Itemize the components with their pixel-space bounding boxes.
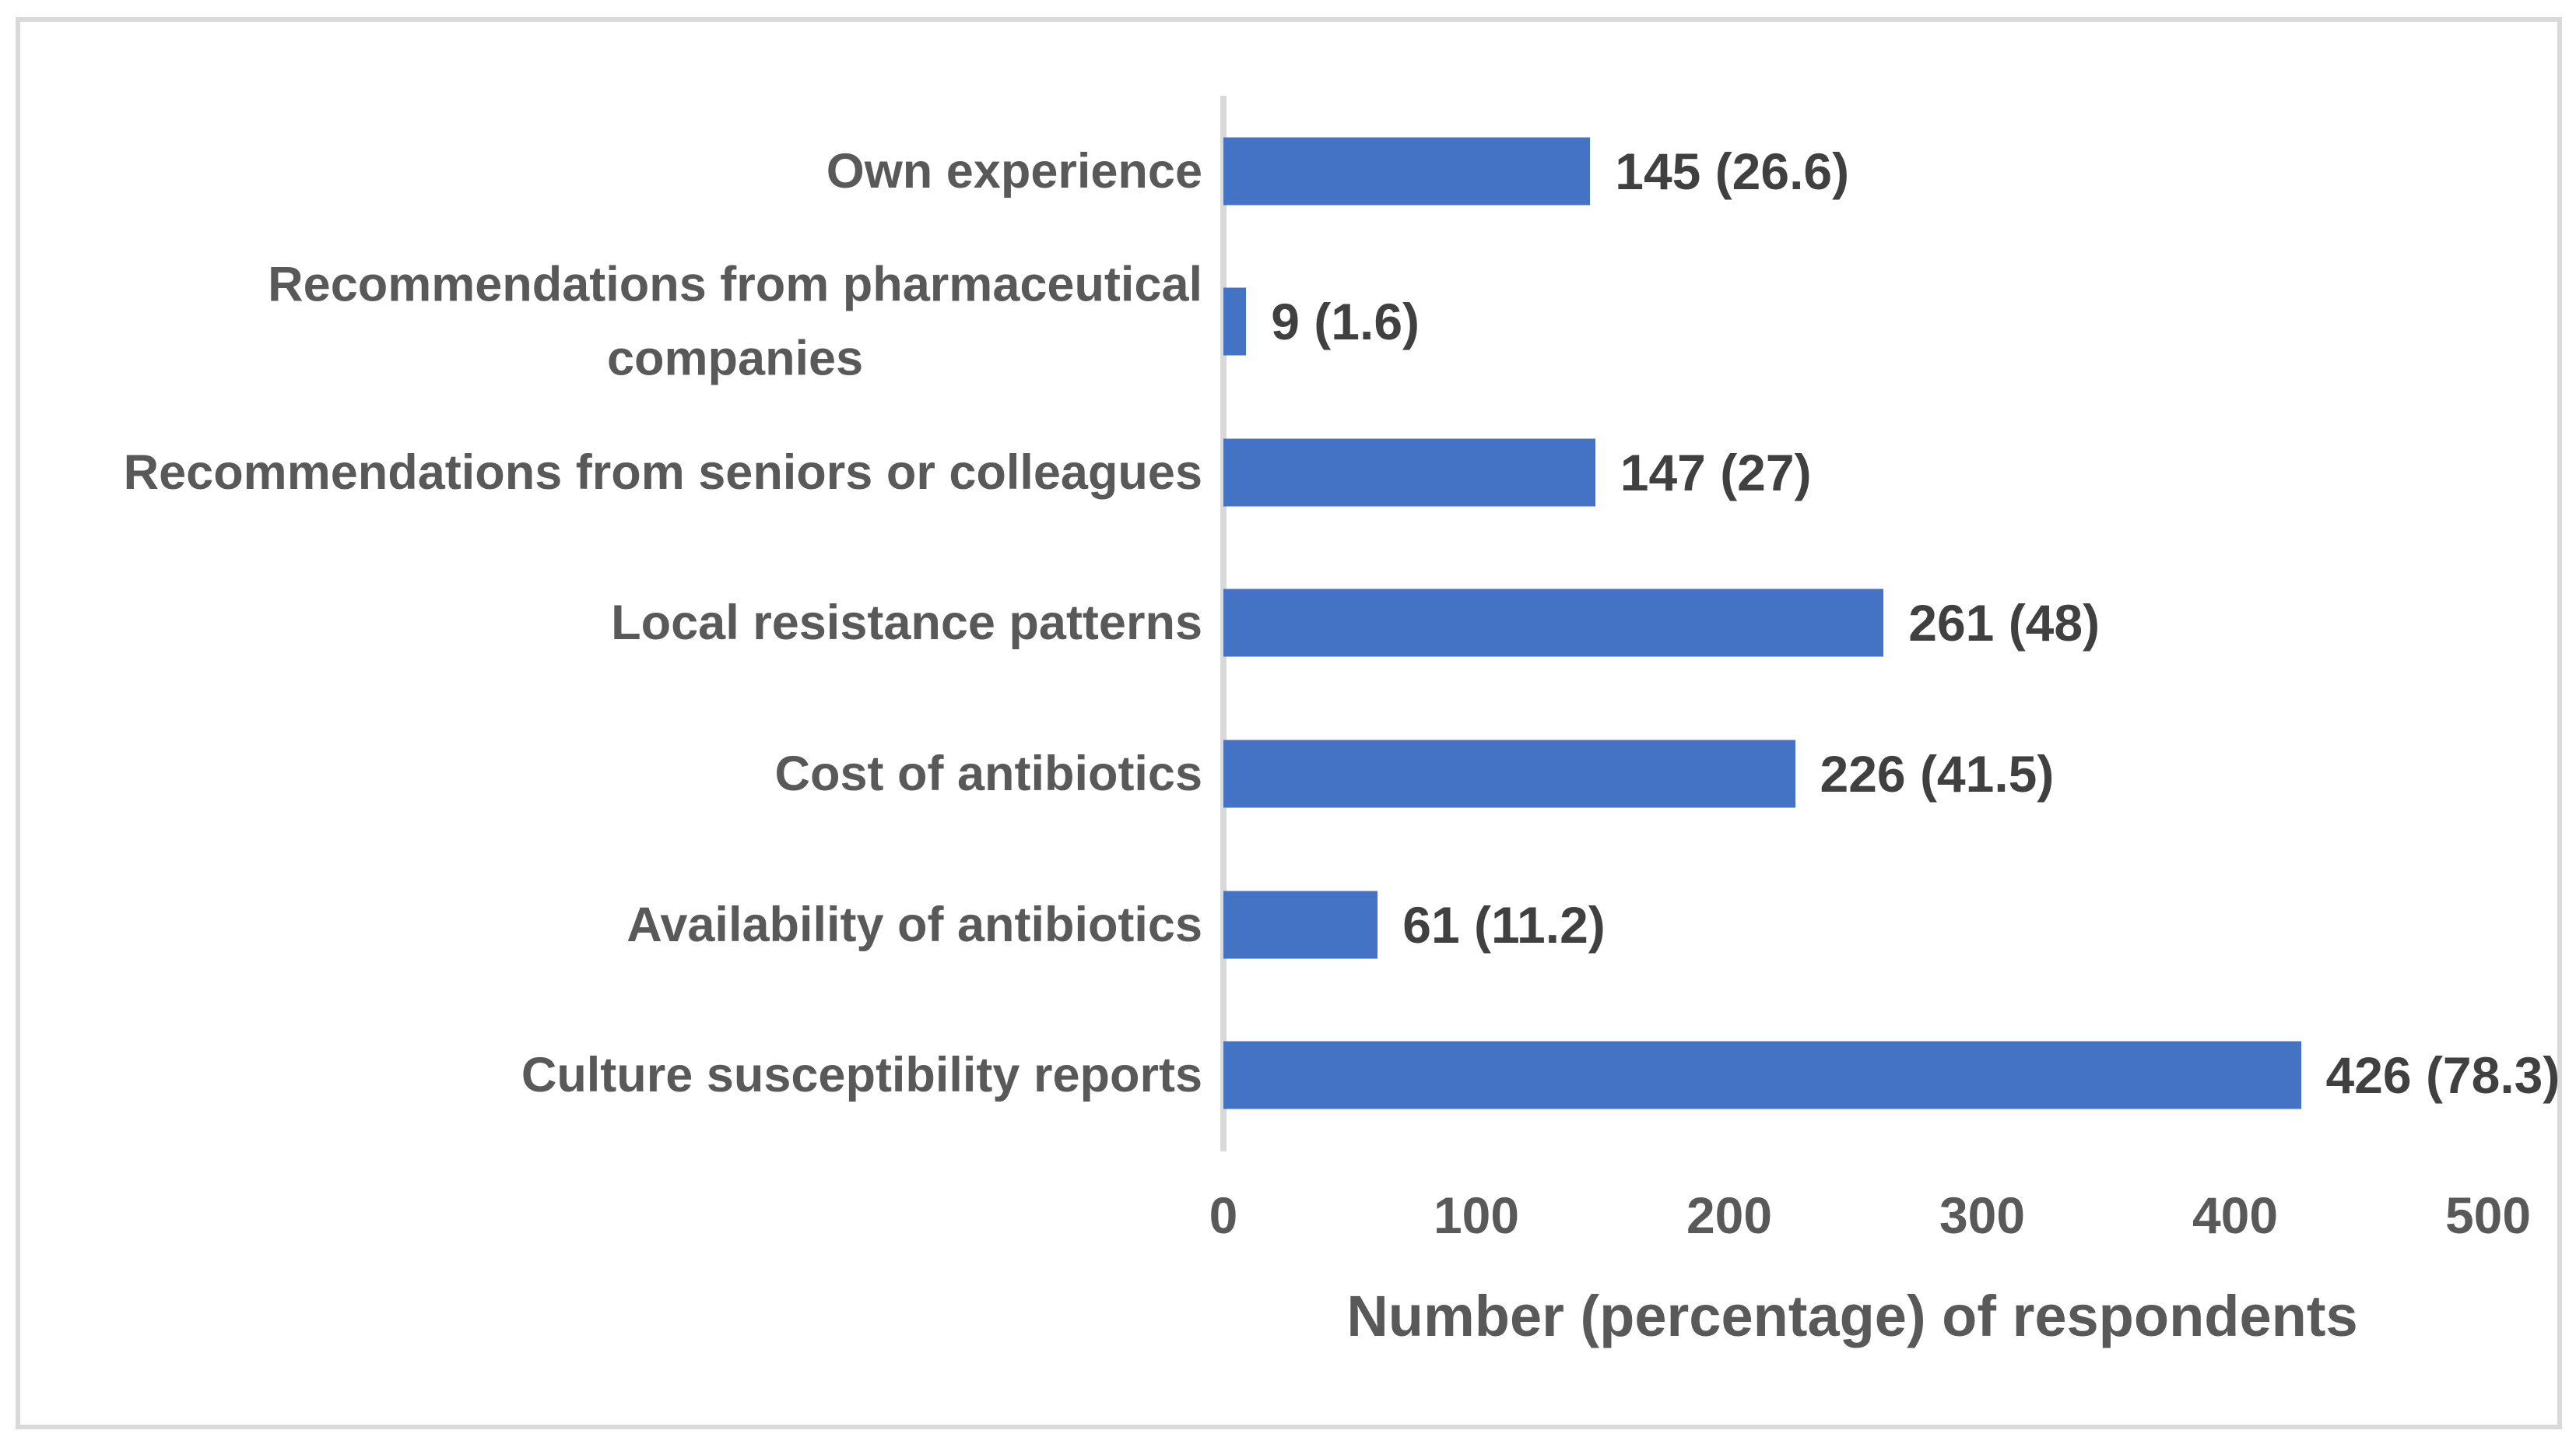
value-label: 61 (11.2) [1402, 895, 1606, 954]
x-tick-label: 0 [1209, 1186, 1238, 1244]
x-tick-label: 100 [1433, 1186, 1520, 1244]
category-label: Recommendations from seniors or colleagu… [123, 445, 1202, 500]
value-label: 261 (48) [1908, 594, 2100, 652]
chart-border [16, 17, 2562, 1429]
bar [1223, 589, 1884, 657]
x-axis-title: Number (percentage) of respondents [1346, 1284, 2358, 1348]
bar-row: Local resistance patterns 261 (48) [0, 548, 2576, 699]
value-label: 147 (27) [1620, 443, 1812, 501]
category-label: Recommendations from pharmaceutical comp… [268, 257, 1202, 386]
x-tick-label: 500 [2444, 1186, 2532, 1244]
bar-row: Own experience 145 (26.6) [0, 96, 2576, 247]
value-label: 145 (26.6) [1615, 142, 1850, 200]
bar-row: Recommendations from seniors or colleagu… [0, 397, 2576, 548]
x-axis-ticks: 0 100 200 300 400 500 [0, 1186, 2576, 1263]
bar [1223, 287, 1247, 356]
bar [1223, 1041, 2301, 1109]
value-label: 426 (78.3) [2325, 1046, 2560, 1105]
category-label: Culture susceptibility reports [521, 1047, 1202, 1102]
value-label: 9 (1.6) [1271, 293, 1420, 351]
category-label: Availability of antibiotics [626, 897, 1202, 952]
bar-row: Cost of antibiotics 226 (41.5) [0, 698, 2576, 849]
bar [1223, 438, 1595, 507]
x-tick-label: 200 [1686, 1186, 1773, 1244]
bar [1223, 137, 1591, 206]
bar-row: Availability of antibiotics 61 (11.2) [0, 849, 2576, 1000]
x-tick-label: 300 [1939, 1186, 2026, 1244]
bar-row: Recommendations from pharmaceutical comp… [0, 247, 2576, 398]
bar [1223, 740, 1795, 808]
category-label: Own experience [826, 143, 1202, 199]
x-tick-label: 400 [2192, 1186, 2279, 1244]
bar-row: Culture susceptibility reports 426 (78.3… [0, 1000, 2576, 1151]
bar [1223, 891, 1378, 959]
category-label: Local resistance patterns [611, 596, 1202, 651]
value-label: 226 (41.5) [1820, 745, 2055, 803]
category-label: Cost of antibiotics [774, 746, 1203, 801]
